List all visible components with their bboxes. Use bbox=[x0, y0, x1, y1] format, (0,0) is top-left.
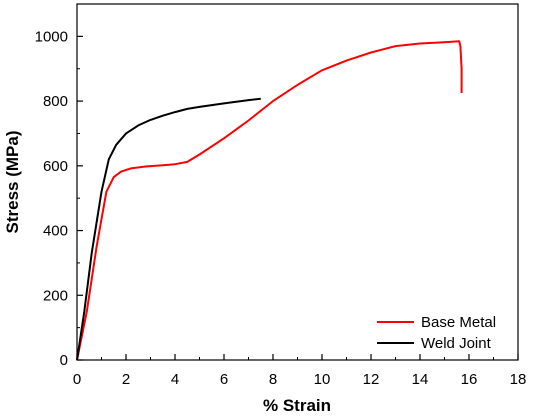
x-tick-label: 0 bbox=[73, 371, 81, 388]
y-tick-label: 200 bbox=[43, 287, 68, 304]
x-tick-label: 16 bbox=[461, 371, 478, 388]
y-axis-ticks: 0 200 400 600 800 1000 bbox=[35, 3, 83, 369]
y-tick-label: 0 bbox=[60, 352, 68, 369]
plot-area-frame bbox=[76, 3, 519, 361]
y-tick-label: 800 bbox=[43, 93, 68, 110]
legend-label-base-metal: Base Metal bbox=[421, 314, 496, 331]
x-tick-label: 8 bbox=[269, 371, 277, 388]
x-tick-label: 2 bbox=[122, 371, 130, 388]
y-axis-title: Stress (MPa) bbox=[3, 131, 22, 234]
x-tick-label: 12 bbox=[363, 371, 380, 388]
legend-label-weld-joint: Weld Joint bbox=[421, 335, 492, 352]
y-tick-label: 400 bbox=[43, 223, 68, 240]
x-tick-label: 18 bbox=[510, 371, 527, 388]
x-axis-title: % Strain bbox=[263, 396, 331, 415]
series-layer bbox=[76, 40, 463, 361]
y-tick-label: 1000 bbox=[35, 28, 68, 45]
series-line-weld-joint bbox=[76, 97, 261, 361]
x-tick-label: 10 bbox=[314, 371, 331, 388]
series-line-base-metal bbox=[76, 40, 463, 361]
x-axis-ticks: 0 2 4 6 8 10 12 14 16 18 bbox=[73, 354, 527, 388]
y-tick-label: 600 bbox=[43, 158, 68, 175]
x-tick-label: 14 bbox=[412, 371, 429, 388]
x-tick-label: 6 bbox=[220, 371, 228, 388]
x-tick-label: 4 bbox=[171, 371, 179, 388]
legend: Base Metal Weld Joint bbox=[377, 314, 496, 352]
